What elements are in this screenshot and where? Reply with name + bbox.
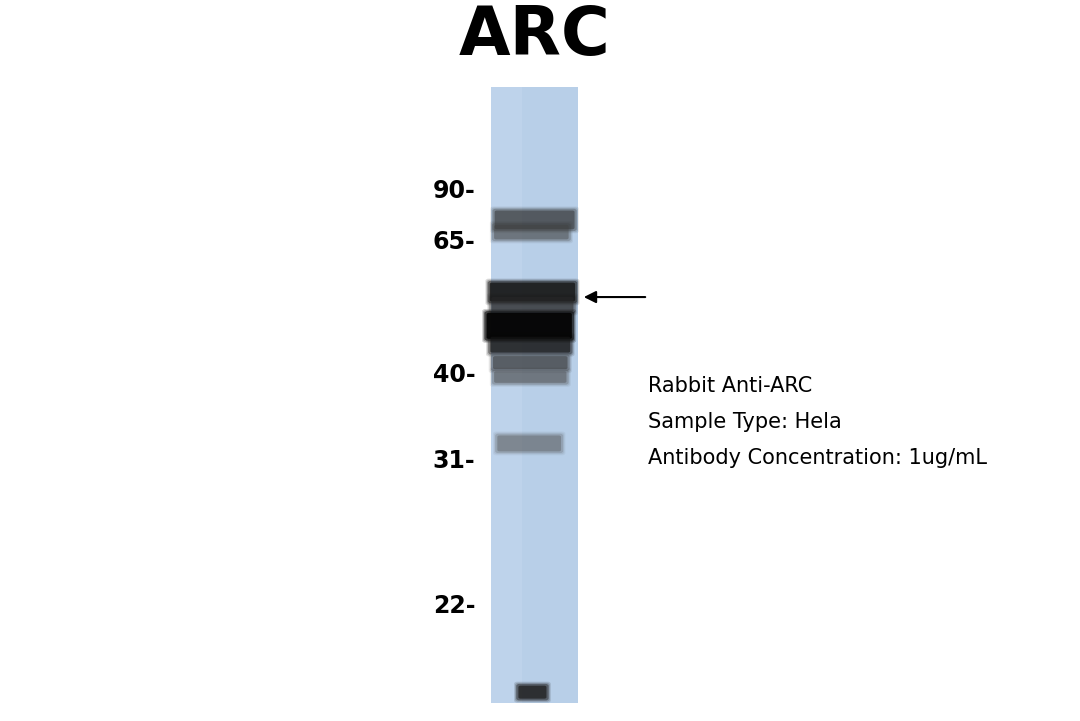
Text: ARC: ARC [459,3,610,69]
FancyBboxPatch shape [490,206,579,234]
FancyBboxPatch shape [490,355,570,371]
FancyBboxPatch shape [495,371,566,383]
FancyBboxPatch shape [495,434,564,454]
FancyBboxPatch shape [514,682,551,702]
FancyBboxPatch shape [491,208,578,232]
FancyBboxPatch shape [490,283,576,301]
FancyBboxPatch shape [492,431,566,456]
FancyBboxPatch shape [488,353,572,373]
FancyBboxPatch shape [486,332,575,356]
FancyBboxPatch shape [494,356,568,369]
FancyBboxPatch shape [516,684,549,701]
Text: Sample Type: Hela: Sample Type: Hela [648,412,841,432]
Text: 65-: 65- [432,229,475,254]
FancyBboxPatch shape [495,225,569,239]
FancyBboxPatch shape [490,337,570,353]
FancyBboxPatch shape [486,280,579,304]
Text: 90-: 90- [432,179,475,203]
FancyBboxPatch shape [488,335,572,354]
FancyBboxPatch shape [489,296,576,313]
FancyBboxPatch shape [490,222,572,242]
FancyBboxPatch shape [491,297,573,311]
FancyBboxPatch shape [483,309,577,342]
FancyBboxPatch shape [484,311,575,340]
FancyBboxPatch shape [488,294,577,314]
FancyBboxPatch shape [490,367,570,386]
FancyBboxPatch shape [487,334,573,355]
FancyBboxPatch shape [490,368,570,386]
Text: 22-: 22- [433,593,475,618]
FancyBboxPatch shape [487,293,578,316]
FancyBboxPatch shape [486,278,579,306]
Text: 31-: 31- [433,449,475,474]
FancyBboxPatch shape [490,353,570,372]
FancyBboxPatch shape [486,313,572,339]
Text: Antibody Concentration: 1ug/mL: Antibody Concentration: 1ug/mL [648,448,987,468]
FancyBboxPatch shape [495,211,575,229]
FancyBboxPatch shape [492,223,570,241]
FancyBboxPatch shape [492,209,577,231]
FancyBboxPatch shape [494,433,564,454]
FancyBboxPatch shape [484,310,576,342]
Text: Rabbit Anti-ARC: Rabbit Anti-ARC [648,376,812,396]
FancyBboxPatch shape [490,221,572,243]
Bar [491,87,522,703]
FancyBboxPatch shape [518,686,546,699]
FancyBboxPatch shape [515,683,550,702]
FancyBboxPatch shape [492,369,569,385]
Text: 40-: 40- [433,363,475,387]
FancyBboxPatch shape [488,280,577,303]
Bar [491,87,578,703]
FancyBboxPatch shape [497,435,562,451]
